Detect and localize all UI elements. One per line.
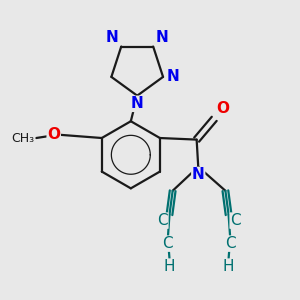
Text: CH₃: CH₃ bbox=[11, 131, 35, 145]
Text: N: N bbox=[156, 30, 169, 45]
Text: N: N bbox=[167, 69, 180, 84]
Text: C: C bbox=[157, 213, 168, 228]
Text: C: C bbox=[163, 236, 173, 251]
Text: N: N bbox=[106, 30, 119, 45]
Text: N: N bbox=[131, 96, 144, 111]
Text: C: C bbox=[225, 236, 236, 251]
Text: O: O bbox=[216, 101, 229, 116]
Text: C: C bbox=[230, 213, 241, 228]
Text: H: H bbox=[223, 259, 234, 274]
Text: O: O bbox=[47, 127, 60, 142]
Text: N: N bbox=[192, 167, 205, 182]
Text: H: H bbox=[164, 259, 175, 274]
